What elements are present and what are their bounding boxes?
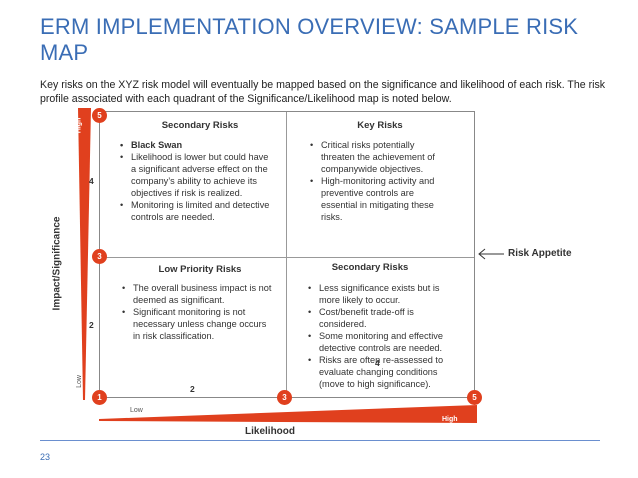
risk-appetite-label: Risk Appetite <box>508 248 572 259</box>
list-item: Less significance exists but is more lik… <box>308 282 458 306</box>
quadrant-title-top-left: Secondary Risks <box>161 120 239 131</box>
list-item: Likelihood is lower but could have a sig… <box>120 151 270 199</box>
list-item: Some monitoring and effective detective … <box>308 330 458 354</box>
quadrant-title-top-right: Key Risks <box>357 120 403 131</box>
x-marker-1: 1 <box>92 390 107 405</box>
slide-title: ERM IMPLEMENTATION OVERVIEW: SAMPLE RISK… <box>40 14 579 65</box>
quadrant-list-top-left: Black Swan Likelihood is lower but could… <box>120 139 270 223</box>
y-marker-3: 3 <box>92 249 107 264</box>
y-axis-low-label: Low <box>75 375 83 388</box>
likelihood-wedge <box>99 405 477 423</box>
quadrant-list-bottom-left: The overall business impact is not deeme… <box>122 282 272 342</box>
x-tick-2: 2 <box>190 384 195 394</box>
impact-wedge <box>78 108 91 400</box>
x-tick-4: 4 <box>375 358 380 368</box>
list-item: Risks are often re-assessed to evaluate … <box>308 354 458 390</box>
x-axis-label: Likelihood <box>245 426 295 437</box>
x-axis-high-label: High <box>442 416 458 423</box>
x-axis-low-label: Low <box>130 407 143 414</box>
page-number: 23 <box>40 452 51 462</box>
list-item: Cost/benefit trade-off is considered. <box>308 306 458 330</box>
vertical-divider <box>286 112 287 397</box>
y-tick-4: 4 <box>89 176 94 186</box>
quadrant-list-bottom-right: Less significance exists but is more lik… <box>308 282 458 390</box>
x-marker-3: 3 <box>277 390 292 405</box>
quadrant-title-bottom-right: Secondary Risks <box>331 262 409 273</box>
list-item: Significant monitoring is not necessary … <box>122 306 272 342</box>
list-item: Critical risks potentially threaten the … <box>310 139 450 175</box>
horizontal-divider <box>100 257 474 258</box>
y-axis-label: Impact/Significance <box>51 216 63 311</box>
quadrant-title-bottom-left: Low Priority Risks <box>158 264 242 275</box>
list-item: High-monitoring activity and preventive … <box>310 175 450 223</box>
y-marker-5: 5 <box>92 108 107 123</box>
y-axis-high-label: High <box>75 117 83 134</box>
risk-appetite-arrow-icon <box>478 248 504 260</box>
risk-map: Secondary Risks Black Swan Likelihood is… <box>99 111 475 398</box>
quadrant-list-top-right: Critical risks potentially threaten the … <box>310 139 450 223</box>
y-tick-2: 2 <box>89 320 94 330</box>
list-item: Monitoring is limited and detective cont… <box>120 199 270 223</box>
list-item: Black Swan <box>120 139 270 151</box>
list-item: The overall business impact is not deeme… <box>122 282 272 306</box>
x-marker-5: 5 <box>467 390 482 405</box>
intro-text: Key risks on the XYZ risk model will eve… <box>40 79 606 105</box>
footer-divider <box>40 440 600 441</box>
